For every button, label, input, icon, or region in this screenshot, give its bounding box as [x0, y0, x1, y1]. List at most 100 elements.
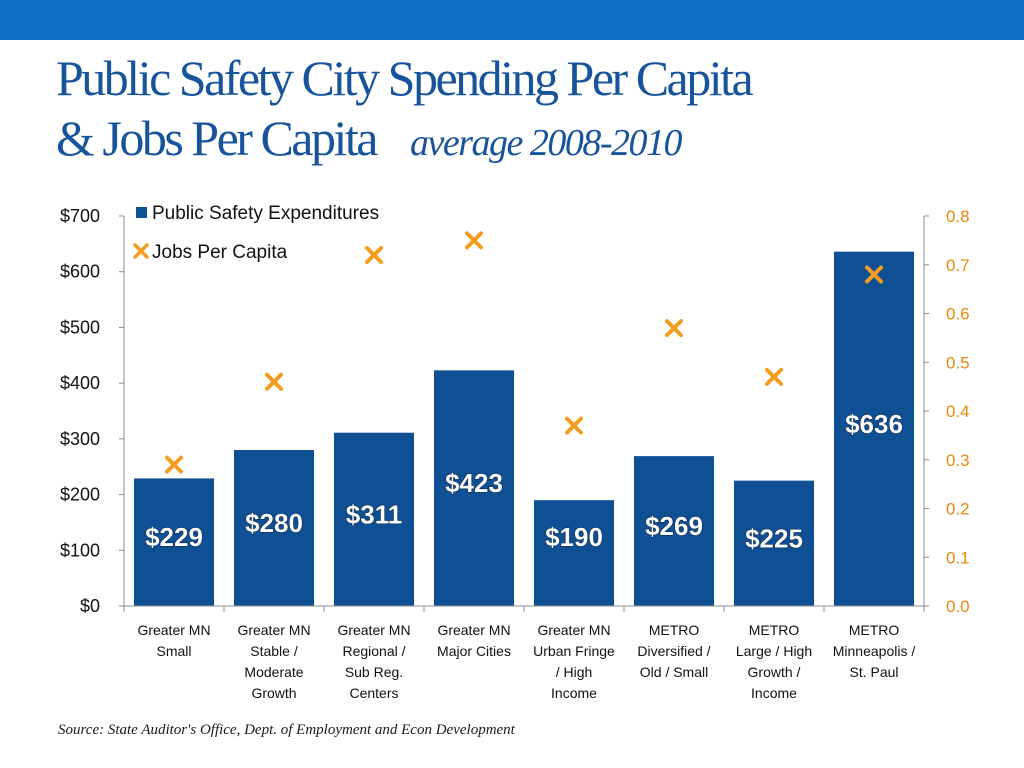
x-axis-labels: Greater MN Small Greater MN Stable / Moderat…: [123, 605, 925, 701]
category-label-line: St. Paul: [849, 664, 898, 680]
marker-stroke: [865, 265, 883, 284]
left-tick-label: $500: [60, 317, 100, 337]
category-label-line: Centers: [349, 685, 398, 701]
marker-stroke: [265, 372, 283, 391]
right-tick-label: 0.7: [946, 256, 970, 275]
jobs-marker: [765, 367, 783, 386]
category-label-line: Greater MN: [337, 622, 410, 638]
bar: [534, 500, 614, 606]
right-tick-label: 0.5: [946, 353, 970, 372]
marker-stroke: [565, 416, 583, 435]
bar-data-label: $636: [845, 409, 903, 439]
category-label-line: Greater MN: [437, 622, 510, 638]
bar-data-label: $229: [145, 522, 203, 552]
category-label-line: Old / Small: [640, 664, 708, 680]
marker-stroke: [165, 455, 183, 474]
right-axis: 0.0 0.1 0.2 0.3 0.4 0.5 0.6 0.7 0.8: [923, 207, 970, 616]
category-label-line: Moderate: [244, 664, 303, 680]
jobs-marker: [665, 319, 683, 338]
bar: [134, 478, 214, 606]
left-tick-label: $100: [60, 540, 100, 560]
category-label: METRO Minneapolis / St. Paul: [833, 622, 916, 680]
right-tick-label: 0.3: [946, 451, 970, 470]
bar: [634, 456, 714, 606]
left-tick-label: $0: [80, 596, 100, 616]
jobs-marker: [365, 246, 383, 264]
source-note: Source: State Auditor's Office, Dept. of…: [58, 722, 515, 738]
category-label: METRO Large / High Growth / Income: [736, 622, 812, 701]
marker-stroke: [365, 246, 383, 264]
category-label-line: Growth /: [748, 664, 801, 680]
bar-data-label: $190: [545, 522, 603, 552]
bar-data-label: $423: [445, 468, 503, 498]
title-line-1: Public Safety City Spending Per Capita: [56, 50, 754, 106]
category-label-line: Small: [156, 643, 191, 659]
category-label: Greater MN Major Cities: [437, 622, 511, 659]
right-tick-label: 0.6: [946, 305, 970, 324]
left-tick-label: $700: [60, 206, 100, 226]
marker-stroke: [765, 367, 783, 386]
category-label-line: Stable /: [250, 643, 298, 659]
right-tick-label: 0.4: [946, 402, 970, 421]
category-label-line: Greater MN: [137, 622, 210, 638]
category-label-line: METRO: [749, 622, 800, 638]
bar-data-label: $280: [245, 508, 303, 538]
bar-data-labels: $229 $280 $311 $423 $190 $269 $225 $636: [144, 408, 903, 554]
jobs-marker: [265, 372, 283, 391]
legend: Public Safety Expenditures Jobs Per Capit…: [133, 203, 379, 263]
bar: [234, 450, 314, 606]
bar: [834, 251, 914, 606]
title-subtitle: average 2008-2010: [409, 122, 683, 164]
category-label: Greater MN Small: [137, 622, 210, 659]
left-tick-label: $400: [60, 373, 100, 393]
title-line-2: & Jobs Per Capita: [56, 110, 378, 166]
bar-data-label: $269: [645, 511, 703, 541]
jobs-markers: [165, 231, 883, 474]
category-label-line: Minneapolis /: [833, 643, 916, 659]
category-label: Greater MN Urban Fringe / High Income: [533, 622, 615, 701]
category-label: METRO Diversified / Old / Small: [637, 622, 710, 680]
marker-stroke: [665, 319, 683, 338]
category-label-line: Diversified /: [637, 643, 710, 659]
left-axis: $0 $100 $200 $300 $400 $500 $600 $700: [60, 206, 125, 616]
right-tick-label: 0.1: [946, 548, 970, 567]
jobs-marker: [865, 265, 883, 284]
legend-swatch-bar: [136, 207, 147, 218]
legend-label-bar: Public Safety Expenditures: [152, 203, 379, 224]
category-label-line: Income: [551, 685, 597, 701]
bar-data-label: $225: [745, 523, 803, 553]
category-label-line: METRO: [849, 622, 900, 638]
category-label: Greater MN Regional / Sub Reg. Centers: [337, 622, 410, 701]
category-label-line: Regional /: [342, 643, 405, 659]
right-tick-label: 0.2: [946, 500, 970, 519]
bar: [434, 370, 514, 606]
category-label-line: Growth: [251, 685, 296, 701]
marker-stroke: [465, 231, 483, 250]
right-tick-label: 0.8: [946, 207, 970, 226]
legend-swatch-marker: [133, 243, 149, 259]
bars: [134, 251, 914, 606]
jobs-marker: [165, 455, 183, 474]
right-tick-label: 0.0: [946, 597, 970, 616]
bar-data-label: $311: [346, 499, 402, 529]
legend-label-marker: Jobs Per Capita: [152, 242, 288, 263]
category-label-line: Sub Reg.: [345, 664, 403, 680]
category-label-line: Greater MN: [537, 622, 610, 638]
category-label-line: Greater MN: [237, 622, 310, 638]
jobs-marker: [465, 231, 483, 250]
left-tick-label: $600: [60, 262, 100, 282]
category-label: Greater MN Stable / Moderate Growth: [237, 622, 310, 701]
category-label-line: Major Cities: [437, 643, 511, 659]
marker-stroke: [133, 243, 149, 259]
category-label-line: Large / High: [736, 643, 812, 659]
bar: [734, 480, 814, 606]
slide-title: Public Safety City Spending Per Capita &…: [56, 48, 996, 173]
category-label-line: Income: [751, 685, 797, 701]
chart: $0 $100 $200 $300 $400 $500 $600 $700 0.0 0.1 0.2…: [60, 203, 970, 701]
left-tick-label: $200: [60, 485, 100, 505]
bar: [334, 432, 414, 606]
category-label-line: Urban Fringe: [533, 643, 615, 659]
top-band: [0, 0, 1024, 40]
category-label-line: / High: [556, 664, 593, 680]
jobs-marker: [565, 416, 583, 435]
